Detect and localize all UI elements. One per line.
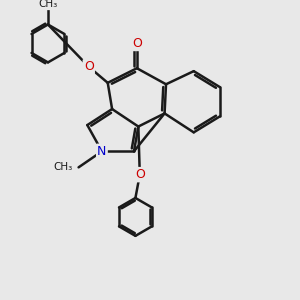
Text: O: O	[132, 37, 142, 50]
Text: O: O	[135, 168, 145, 181]
Text: O: O	[84, 60, 94, 73]
Text: CH₃: CH₃	[53, 162, 73, 172]
Text: CH₃: CH₃	[38, 0, 58, 9]
Text: N: N	[97, 145, 106, 158]
